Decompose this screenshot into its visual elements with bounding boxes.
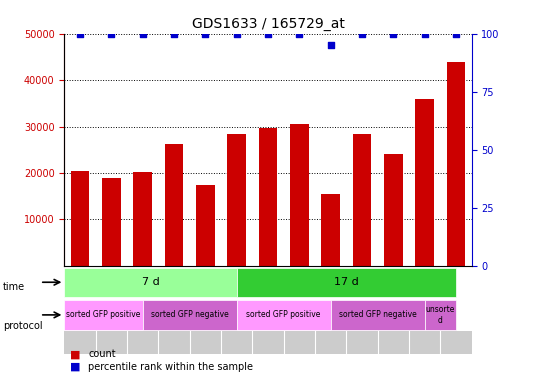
Bar	[446, 62, 465, 266]
FancyBboxPatch shape	[64, 300, 143, 330]
Point	[295, 31, 303, 37]
Text: ■: ■	[70, 362, 80, 372]
Point	[201, 31, 210, 37]
Bar	[415, 99, 434, 266]
FancyBboxPatch shape	[64, 267, 237, 297]
Text: sorted GFP positive: sorted GFP positive	[247, 310, 321, 320]
Text: 17 d: 17 d	[334, 277, 359, 287]
Bar	[258, 128, 278, 266]
FancyBboxPatch shape	[237, 300, 331, 330]
Bar	[353, 134, 371, 266]
Bar	[102, 178, 121, 266]
Point	[138, 31, 147, 37]
Point	[233, 31, 241, 37]
Text: ■: ■	[70, 350, 80, 359]
Bar	[133, 172, 152, 266]
Point	[170, 31, 178, 37]
Bar	[196, 184, 215, 266]
Point	[107, 31, 116, 37]
Text: sorted GFP negative: sorted GFP negative	[339, 310, 416, 320]
Text: 7 d: 7 d	[142, 277, 159, 287]
Bar	[321, 194, 340, 266]
Bar	[290, 124, 309, 266]
Bar	[165, 144, 183, 266]
Point	[420, 31, 429, 37]
Text: time: time	[3, 282, 25, 292]
FancyBboxPatch shape	[331, 300, 425, 330]
Title: GDS1633 / 165729_at: GDS1633 / 165729_at	[191, 17, 345, 32]
FancyBboxPatch shape	[425, 300, 456, 330]
Text: count: count	[88, 350, 116, 359]
Text: sorted GFP negative: sorted GFP negative	[151, 310, 228, 320]
Text: unsorte
d: unsorte d	[426, 305, 455, 325]
Bar	[71, 171, 90, 266]
Point	[326, 42, 335, 48]
Point	[264, 31, 272, 37]
FancyBboxPatch shape	[143, 300, 237, 330]
Bar	[227, 134, 246, 266]
Point	[452, 31, 460, 37]
Point	[76, 31, 84, 37]
Bar	[384, 154, 403, 266]
Text: protocol: protocol	[3, 321, 42, 331]
Text: sorted GFP positive: sorted GFP positive	[66, 310, 140, 320]
Text: percentile rank within the sample: percentile rank within the sample	[88, 362, 254, 372]
Point	[358, 31, 366, 37]
FancyBboxPatch shape	[237, 267, 456, 297]
Point	[389, 31, 398, 37]
